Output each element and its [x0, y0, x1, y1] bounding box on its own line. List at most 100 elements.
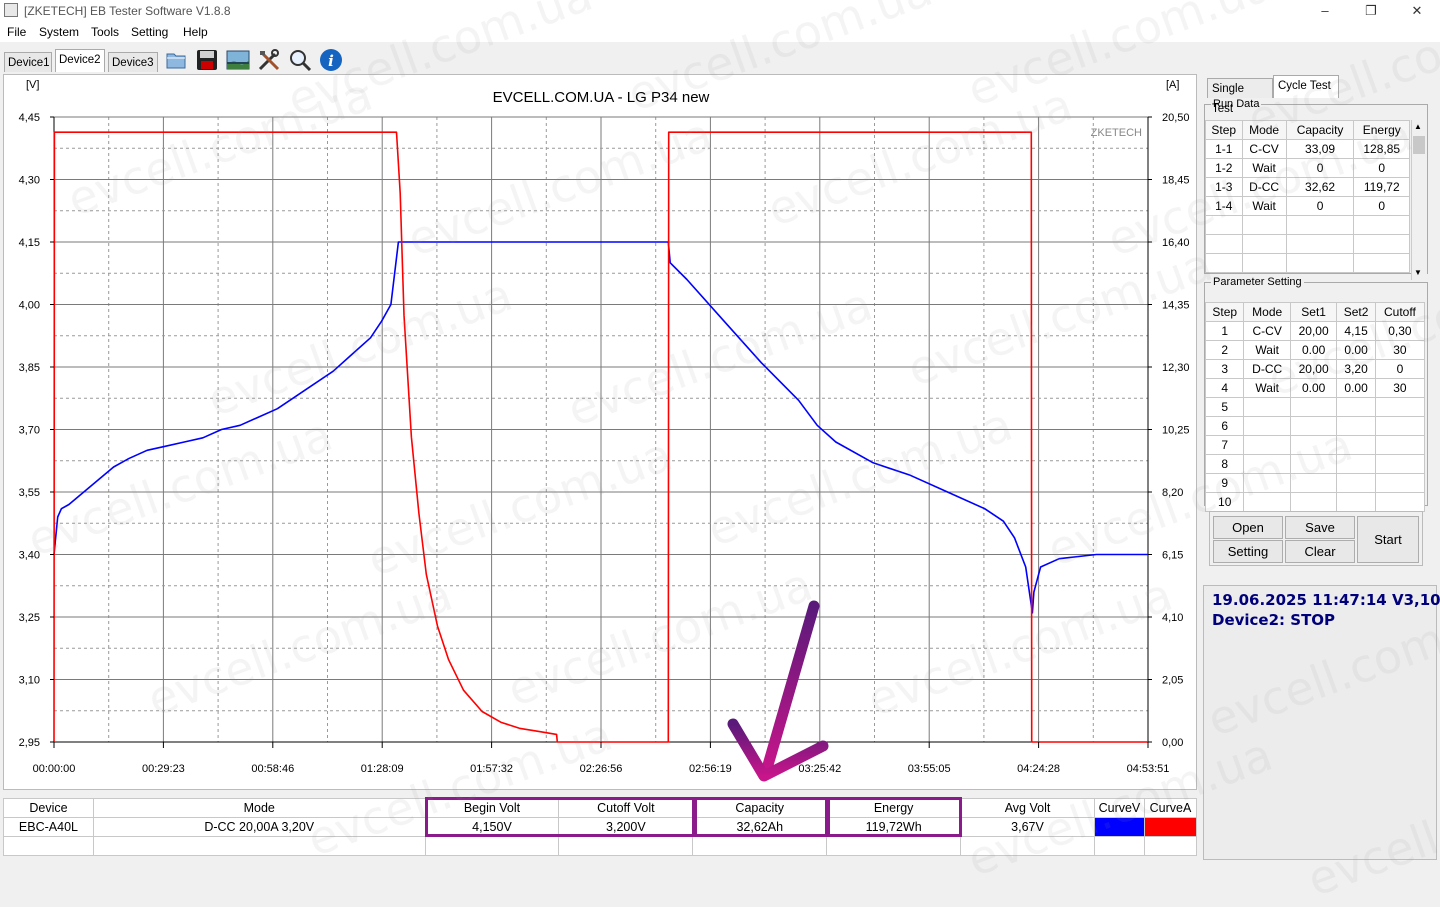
- open-button[interactable]: Open: [1213, 516, 1283, 539]
- table-row: [1205, 253, 1410, 273]
- summary-mode: D-CC 20,00A 3,20V: [92, 817, 426, 837]
- param-cell: 20,00: [1289, 359, 1338, 379]
- y-right-tick-label: 12,30: [1162, 362, 1190, 374]
- close-icon[interactable]: ✕: [1411, 3, 1423, 18]
- run-data-cell: 32,62: [1285, 177, 1355, 197]
- param-cell: [1374, 473, 1426, 493]
- run-data-cell: 119,72: [1353, 177, 1410, 197]
- table-row[interactable]: 1-2 Wait 0 0: [1205, 158, 1410, 178]
- image-icon[interactable]: [226, 48, 250, 72]
- x-tick-label: 04:24:28: [1017, 763, 1060, 775]
- table-row[interactable]: 5: [1204, 397, 1426, 417]
- table-row[interactable]: 8: [1204, 454, 1426, 474]
- param-cell: 1: [1204, 321, 1245, 341]
- run-data-cell: 0: [1285, 158, 1355, 178]
- menu-help[interactable]: Help: [183, 25, 208, 39]
- param-cell: [1289, 397, 1338, 417]
- y-right-tick-label: 6,15: [1162, 550, 1183, 562]
- x-tick-label: 01:28:09: [361, 763, 404, 775]
- app-icon: [4, 3, 18, 17]
- table-row[interactable]: 1-4 Wait 0 0: [1205, 196, 1410, 216]
- summary-header-mode: Mode: [92, 798, 426, 818]
- table-row[interactable]: 1-3 D-CC 32,62 119,72: [1205, 177, 1410, 197]
- chart-brand: ZKETECH: [1091, 127, 1142, 139]
- chart-ticks: 4,45 4,30 4,15 4,00 3,85 3,70 3,55 3,40 3,25 3,10…: [19, 112, 1190, 775]
- summary-table: Device Mode Begin Volt Cutoff Volt Capac…: [3, 798, 1198, 856]
- save-icon[interactable]: [195, 48, 219, 72]
- table-row[interactable]: 3 D-CC 20,00 3,20 0: [1204, 359, 1426, 379]
- tab-device1[interactable]: Device1: [4, 52, 52, 72]
- summary-header-avg-volt: Avg Volt: [960, 798, 1095, 818]
- summary-empty-row: [3, 836, 1198, 856]
- param-cell: 3: [1204, 359, 1245, 379]
- run-data-cell: 1-3: [1205, 177, 1243, 197]
- menu-file[interactable]: File: [7, 25, 27, 39]
- save-button[interactable]: Save: [1285, 516, 1355, 539]
- run-data-col-energy: Energy: [1353, 120, 1410, 140]
- y-right-tick-label: 8,20: [1162, 487, 1183, 499]
- scroll-thumb[interactable]: [1413, 136, 1425, 154]
- summary-header-device: Device: [3, 798, 94, 818]
- summary-begin-volt: 4,150V: [424, 817, 560, 837]
- param-cell: [1374, 435, 1426, 455]
- tab-device2[interactable]: Device2: [55, 49, 105, 72]
- start-button[interactable]: Start: [1357, 516, 1419, 563]
- curvea-swatch: [1143, 817, 1198, 837]
- table-row[interactable]: 9: [1204, 473, 1426, 493]
- tab-device3[interactable]: Device3: [108, 52, 158, 72]
- param-cell: 7: [1204, 435, 1245, 455]
- table-row[interactable]: 1 C-CV 20,00 4,15 0,30: [1204, 321, 1426, 341]
- scroll-up-icon[interactable]: ▲: [1414, 122, 1422, 131]
- tools-icon[interactable]: [257, 48, 281, 72]
- table-row[interactable]: 2 Wait 0.00 0.00 30: [1204, 340, 1426, 360]
- param-cell: [1289, 435, 1338, 455]
- clear-button[interactable]: Clear: [1285, 540, 1355, 563]
- setting-button[interactable]: Setting: [1213, 540, 1283, 563]
- param-cell: 4,15: [1336, 321, 1376, 341]
- run-data-scrollbar[interactable]: ▲ ▼: [1411, 120, 1427, 280]
- run-data-cell: 0: [1285, 196, 1355, 216]
- param-cell: [1336, 397, 1376, 417]
- tab-single-test[interactable]: Single Test: [1207, 78, 1273, 115]
- menu-setting[interactable]: Setting: [131, 25, 169, 39]
- run-data-header-row: Step Mode Capacity Energy: [1205, 120, 1410, 140]
- parameter-setting-legend: Parameter Setting: [1213, 276, 1302, 288]
- table-row[interactable]: 6: [1204, 416, 1426, 436]
- folder-icon[interactable]: [164, 48, 188, 72]
- summary-device: EBC-A40L: [3, 817, 94, 837]
- highlight-energy-box: [827, 797, 962, 837]
- table-row[interactable]: 1-1 C-CV 33,09 128,85: [1205, 139, 1410, 159]
- run-data-cell: Wait: [1241, 196, 1287, 216]
- param-cell: C-CV: [1243, 321, 1291, 341]
- scroll-down-icon[interactable]: ▼: [1414, 268, 1422, 277]
- info-icon[interactable]: i: [319, 48, 343, 72]
- run-data-col-step: Step: [1205, 120, 1243, 140]
- menu-tools[interactable]: Tools: [91, 25, 120, 39]
- x-tick-label: 03:55:05: [908, 763, 951, 775]
- table-row[interactable]: 10: [1204, 492, 1426, 512]
- tab-cycle-test[interactable]: Cycle Test: [1273, 75, 1339, 98]
- param-cell: 10: [1204, 492, 1245, 512]
- run-data-cell: 128,85: [1353, 139, 1410, 159]
- menu-system[interactable]: System: [39, 25, 80, 39]
- y-left-tick-label: 3,85: [19, 362, 40, 374]
- svg-text:i: i: [328, 52, 334, 70]
- table-row[interactable]: 4 Wait 0.00 0.00 30: [1204, 378, 1426, 398]
- maximize-icon[interactable]: ❐: [1365, 3, 1377, 18]
- param-col-set1: Set1: [1289, 302, 1338, 322]
- param-col-mode: Mode: [1243, 302, 1291, 322]
- param-cell: [1374, 416, 1426, 436]
- table-row[interactable]: 7: [1204, 435, 1426, 455]
- run-data-cell: 0: [1353, 196, 1410, 216]
- param-cell: 0.00: [1336, 378, 1376, 398]
- search-icon[interactable]: [288, 48, 312, 72]
- series-curvev: [53, 241, 1148, 614]
- y-left-tick-label: 4,15: [19, 237, 40, 249]
- summary-header-row: Device Mode Begin Volt Cutoff Volt Capac…: [3, 798, 1198, 818]
- param-cell: 3,20: [1336, 359, 1376, 379]
- y-right-tick-label: 20,50: [1162, 112, 1190, 124]
- param-col-set2: Set2: [1336, 302, 1376, 322]
- y-right-tick-label: 0,00: [1162, 737, 1183, 749]
- minimize-icon[interactable]: –: [1321, 3, 1329, 18]
- x-tick-label: 00:00:00: [33, 763, 76, 775]
